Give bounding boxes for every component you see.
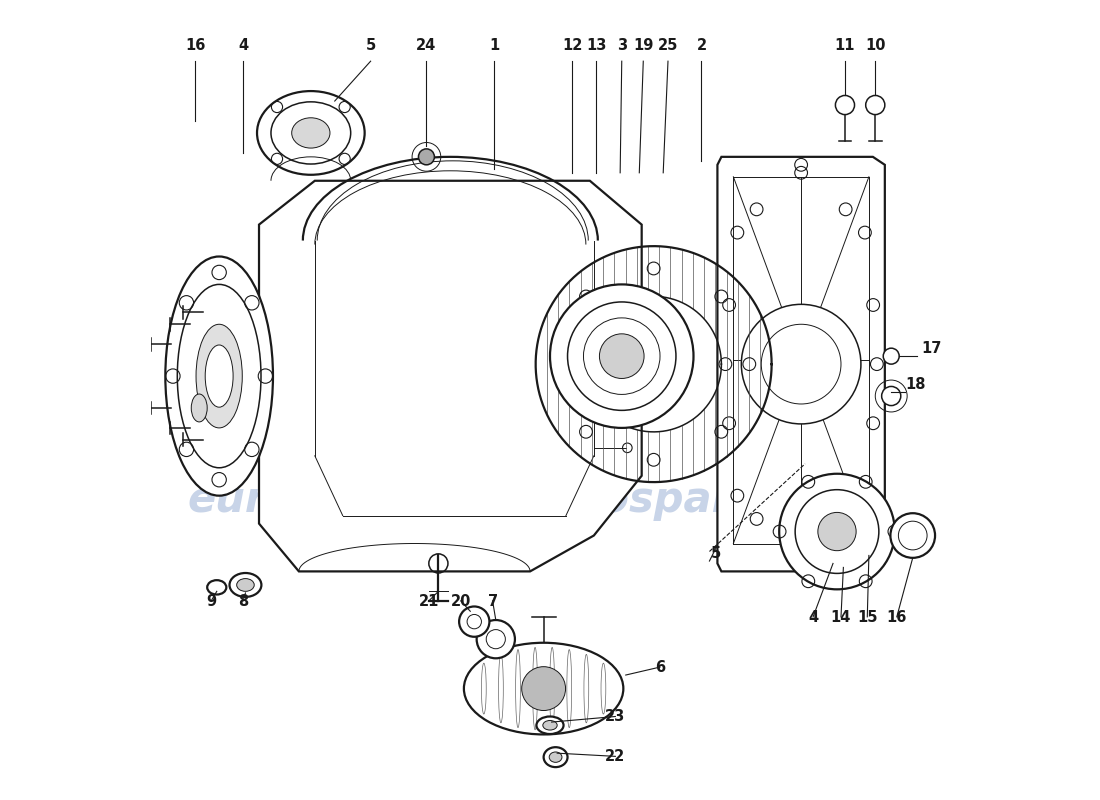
Circle shape bbox=[550, 285, 693, 428]
Text: 3: 3 bbox=[617, 38, 627, 54]
Ellipse shape bbox=[196, 324, 242, 428]
Circle shape bbox=[890, 514, 935, 558]
Text: 4: 4 bbox=[808, 610, 818, 625]
Text: 12: 12 bbox=[562, 38, 583, 54]
Ellipse shape bbox=[779, 474, 894, 590]
Text: 21: 21 bbox=[419, 594, 439, 609]
Text: 1: 1 bbox=[490, 38, 499, 54]
Polygon shape bbox=[717, 157, 884, 571]
Text: 18: 18 bbox=[905, 377, 925, 392]
Circle shape bbox=[459, 606, 490, 637]
Text: 4: 4 bbox=[238, 38, 249, 54]
Text: 10: 10 bbox=[865, 38, 886, 54]
Circle shape bbox=[600, 334, 645, 378]
Circle shape bbox=[476, 620, 515, 658]
Text: 8: 8 bbox=[238, 594, 249, 609]
Ellipse shape bbox=[537, 717, 563, 734]
Text: 11: 11 bbox=[835, 38, 855, 54]
Ellipse shape bbox=[236, 578, 254, 591]
Ellipse shape bbox=[818, 513, 856, 550]
Text: 7: 7 bbox=[487, 594, 497, 609]
Text: eurospares: eurospares bbox=[187, 478, 450, 521]
Ellipse shape bbox=[271, 102, 351, 164]
Circle shape bbox=[881, 386, 901, 406]
Text: 24: 24 bbox=[416, 38, 437, 54]
Text: 16: 16 bbox=[185, 38, 206, 54]
Circle shape bbox=[568, 302, 676, 410]
Ellipse shape bbox=[165, 257, 273, 496]
Ellipse shape bbox=[230, 573, 262, 597]
Circle shape bbox=[583, 318, 660, 394]
Polygon shape bbox=[258, 181, 641, 571]
Ellipse shape bbox=[549, 752, 562, 762]
Text: 14: 14 bbox=[830, 610, 851, 625]
Circle shape bbox=[835, 95, 855, 114]
Ellipse shape bbox=[542, 721, 558, 730]
Ellipse shape bbox=[257, 91, 364, 174]
Circle shape bbox=[866, 95, 884, 114]
Text: 25: 25 bbox=[658, 38, 679, 54]
Text: 5: 5 bbox=[365, 38, 376, 54]
Text: 9: 9 bbox=[206, 594, 217, 609]
Ellipse shape bbox=[292, 118, 330, 148]
Text: 23: 23 bbox=[605, 710, 626, 725]
Ellipse shape bbox=[177, 285, 261, 468]
Text: 6: 6 bbox=[654, 660, 666, 675]
Ellipse shape bbox=[191, 394, 207, 422]
Text: 16: 16 bbox=[887, 610, 907, 625]
Ellipse shape bbox=[464, 642, 624, 734]
Text: 19: 19 bbox=[634, 38, 653, 54]
Ellipse shape bbox=[521, 666, 565, 710]
Circle shape bbox=[761, 324, 842, 404]
Circle shape bbox=[883, 348, 899, 364]
Circle shape bbox=[418, 149, 434, 165]
Ellipse shape bbox=[795, 490, 879, 574]
Text: eurospares: eurospares bbox=[522, 478, 785, 521]
Text: 20: 20 bbox=[451, 594, 471, 609]
Ellipse shape bbox=[543, 747, 568, 767]
Text: 15: 15 bbox=[857, 610, 878, 625]
Text: 22: 22 bbox=[605, 750, 626, 764]
Ellipse shape bbox=[206, 345, 233, 407]
Text: 13: 13 bbox=[586, 38, 606, 54]
Circle shape bbox=[741, 304, 861, 424]
Text: 2: 2 bbox=[696, 38, 706, 54]
Ellipse shape bbox=[207, 580, 227, 594]
Text: 17: 17 bbox=[921, 341, 942, 356]
Text: 5: 5 bbox=[711, 546, 720, 561]
